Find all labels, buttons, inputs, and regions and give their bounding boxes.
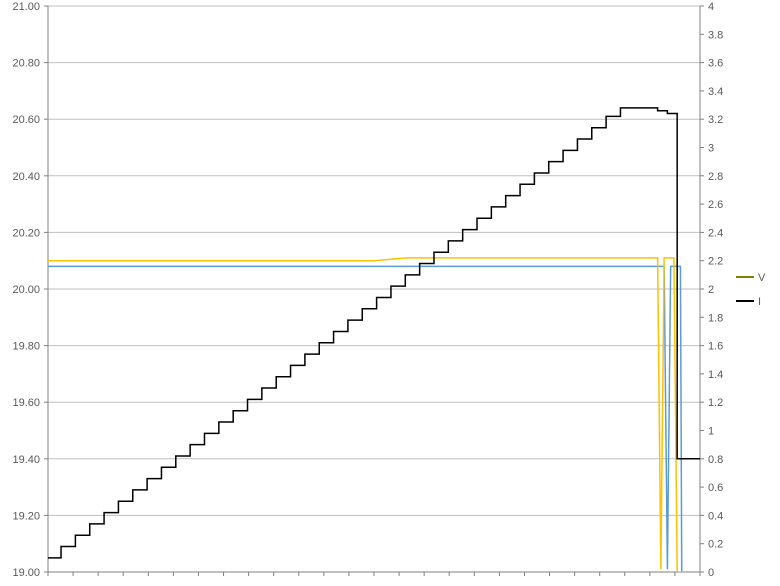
y1-tick-label: 19.00 [12, 567, 40, 579]
legend-label: I [758, 296, 761, 308]
y2-tick-label: 3.6 [708, 58, 723, 70]
y1-tick-label: 19.80 [12, 341, 40, 353]
y2-tick-label: 1.2 [708, 397, 723, 409]
y2-tick-label: 0.6 [708, 482, 723, 494]
y1-tick-label: 21.00 [12, 1, 40, 13]
y2-tick-label: 3.2 [708, 114, 723, 126]
y1-tick-label: 19.60 [12, 397, 40, 409]
y2-tick-label: 2.8 [708, 171, 723, 183]
y2-tick-label: 2.2 [708, 256, 723, 268]
y2-tick-label: 2.4 [708, 227, 723, 239]
y2-tick-label: 0 [708, 567, 714, 579]
y1-tick-label: 20.40 [12, 171, 40, 183]
y1-tick-label: 20.60 [12, 114, 40, 126]
y2-tick-label: 1.8 [708, 312, 723, 324]
y2-tick-label: 2 [708, 284, 714, 296]
y1-tick-label: 20.80 [12, 58, 40, 70]
y2-tick-label: 1.6 [708, 341, 723, 353]
y2-tick-label: 4 [708, 1, 714, 13]
y2-tick-label: 3.8 [708, 29, 723, 41]
y2-tick-label: 0.8 [708, 454, 723, 466]
y2-tick-label: 0.2 [708, 539, 723, 551]
y2-tick-label: 1.4 [708, 369, 723, 381]
y2-tick-label: 2.6 [708, 199, 723, 211]
y1-tick-label: 20.00 [12, 284, 40, 296]
line-chart: 21.0020.8020.6020.4020.2020.0019.8019.60… [0, 0, 780, 586]
y2-tick-label: 3.4 [708, 86, 723, 98]
y2-tick-label: 3 [708, 143, 714, 155]
y2-tick-label: 0.4 [708, 510, 723, 522]
y2-tick-label: 1 [708, 426, 714, 438]
y1-tick-label: 20.20 [12, 227, 40, 239]
y1-tick-label: 19.40 [12, 454, 40, 466]
chart-container: 21.0020.8020.6020.4020.2020.0019.8019.60… [0, 0, 780, 586]
legend-label: V [758, 272, 766, 284]
y1-tick-label: 19.20 [12, 510, 40, 522]
